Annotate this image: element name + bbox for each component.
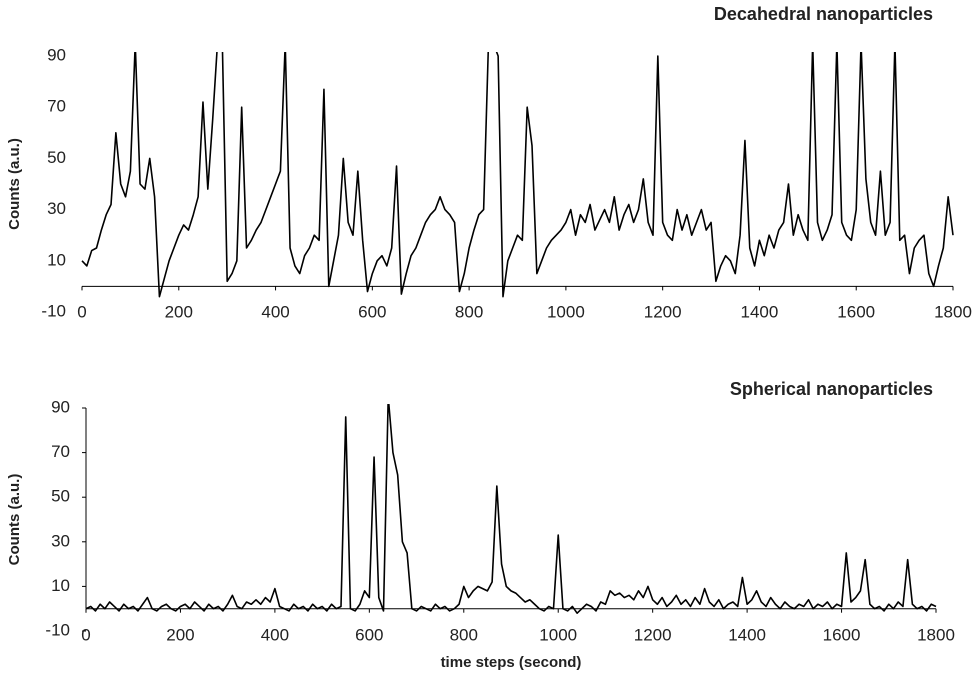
chart-title: Spherical nanoparticles [730, 379, 933, 399]
y-tick-label: 30 [47, 199, 66, 218]
x-tick-label: 1600 [823, 625, 861, 644]
x-tick-label: 0 [77, 302, 86, 321]
y-tick-label: 50 [47, 148, 66, 167]
x-tick-label: 600 [358, 302, 386, 321]
x-tick-label: 1800 [917, 625, 955, 644]
x-tick-label: 1200 [644, 302, 682, 321]
x-tick-label: 800 [455, 302, 483, 321]
data-line [81, 52, 954, 298]
x-tick-label: 400 [261, 625, 289, 644]
x-tick-label: 800 [450, 625, 478, 644]
y-tick-label: 10 [51, 576, 70, 595]
y-tick-label: 10 [47, 250, 66, 269]
data-line [85, 404, 937, 614]
x-tick-label: 0 [81, 625, 90, 644]
x-tick-label: 1000 [539, 625, 577, 644]
x-tick-label: 400 [261, 302, 289, 321]
y-tick-label: 50 [51, 487, 70, 506]
x-axis-title: time steps (second) [441, 654, 582, 671]
x-tick-label: 1400 [741, 302, 779, 321]
x-tick-label: 1400 [728, 625, 766, 644]
x-tick-label: 600 [355, 625, 383, 644]
y-tick-label: 70 [47, 97, 66, 116]
x-tick-label: 200 [165, 302, 193, 321]
y-tick-label: 90 [47, 45, 66, 64]
y-tick-label: -10 [41, 301, 66, 320]
y-axis-title: Counts (a.u.) [6, 474, 23, 566]
x-tick-label: 1800 [934, 302, 972, 321]
y-tick-label: -10 [45, 620, 70, 639]
x-tick-label: 1600 [837, 302, 875, 321]
y-tick-label: 70 [51, 442, 70, 461]
chart-title: Decahedral nanoparticles [714, 4, 933, 24]
y-tick-label: 30 [51, 531, 70, 550]
y-tick-label: 90 [51, 397, 70, 416]
y-axis-title: Counts (a.u.) [6, 138, 23, 230]
x-tick-label: 1200 [634, 625, 672, 644]
x-tick-label: 200 [166, 625, 194, 644]
x-tick-label: 1000 [547, 302, 585, 321]
